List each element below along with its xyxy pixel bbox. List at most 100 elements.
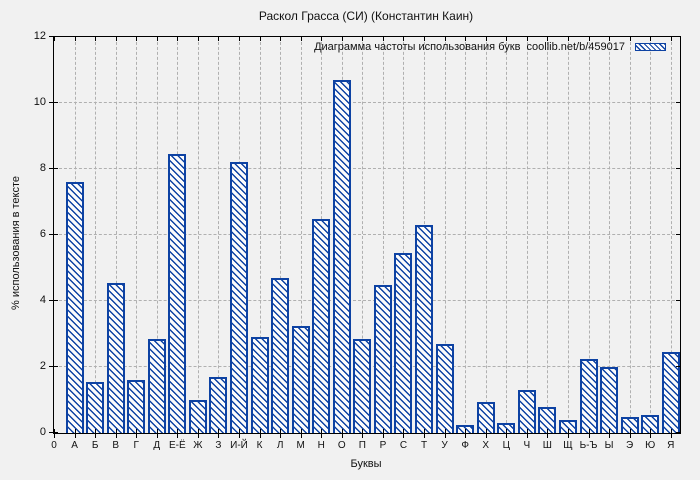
x-tick-label: Щ [563, 440, 573, 451]
x-tick-label: Ф [461, 440, 469, 451]
frequency-bar [476, 401, 495, 433]
x-gridline [115, 37, 117, 433]
x-tick-label: Ж [193, 440, 203, 451]
x-tick-top [650, 37, 652, 41]
y-tick-left [49, 36, 58, 37]
x-gridline [567, 37, 569, 433]
x-tick-bottom [239, 429, 241, 438]
x-tick-top [382, 37, 384, 41]
frequency-bar [147, 338, 166, 433]
x-gridline [526, 37, 528, 433]
x-tick-bottom [54, 429, 55, 438]
x-tick-label: Т [420, 440, 428, 451]
frequency-bar [106, 282, 125, 433]
x-gridline [197, 37, 199, 433]
x-gridline [588, 37, 590, 433]
x-tick-bottom [567, 429, 569, 438]
x-tick-bottom [280, 429, 282, 438]
x-tick-label: С [399, 440, 408, 451]
x-tick-top [588, 37, 590, 41]
x-gridline [403, 37, 405, 433]
x-tick-top [136, 37, 138, 41]
x-tick-bottom [74, 429, 76, 438]
frequency-bar [394, 253, 413, 433]
x-tick-top [403, 37, 405, 41]
x-gridline [95, 37, 97, 433]
x-gridline [609, 37, 611, 433]
frequency-bar [517, 390, 536, 433]
y-tick-left [49, 102, 58, 103]
x-tick-top [218, 37, 220, 41]
plot-area: Диаграмма частоты использования букв coo… [34, 30, 681, 451]
x-tick-bottom [177, 429, 179, 438]
x-tick-label: Ш [542, 440, 552, 451]
y-tick-left [49, 366, 58, 367]
y-tick-right [676, 102, 680, 103]
x-tick-top [280, 37, 282, 41]
x-tick-top [609, 37, 611, 41]
frequency-bar [86, 381, 105, 433]
x-tick-top [197, 37, 199, 41]
x-gridline [300, 37, 302, 433]
y-tick-right [676, 432, 680, 433]
x-tick-label: Ц [502, 440, 510, 451]
x-tick-bottom [321, 429, 323, 438]
x-tick-bottom [609, 429, 611, 438]
y-tick-left [49, 234, 58, 235]
x-tick-label: Ы [604, 440, 614, 451]
y-tick-right [676, 300, 680, 301]
y-gridline [54, 168, 680, 169]
x-tick-top [95, 37, 97, 41]
x-tick-label: Я [667, 440, 675, 451]
x-tick-label: П [358, 440, 366, 451]
x-tick-top [526, 37, 528, 41]
x-gridline [156, 37, 158, 433]
x-tick-label: Р [379, 440, 387, 451]
y-tick-label: 12 [33, 30, 46, 42]
x-tick-top [506, 37, 508, 41]
legend-hatched-swatch-icon [635, 43, 666, 51]
x-tick-top [362, 37, 364, 41]
frequency-bar [209, 376, 228, 433]
x-tick-bottom [465, 429, 467, 438]
frequency-bar [558, 419, 577, 433]
x-gridline [382, 37, 384, 433]
y-gridline [54, 102, 680, 103]
x-tick-bottom [197, 429, 199, 438]
x-tick-top [424, 37, 426, 41]
x-tick-top [321, 37, 323, 41]
x-gridline [465, 37, 467, 433]
frequency-bar [456, 424, 475, 433]
x-tick-label: Е-Ё [169, 440, 186, 451]
x-gridline [259, 37, 261, 433]
frequency-bar [188, 400, 207, 433]
x-tick-label: Л [276, 440, 284, 451]
frequency-bar [497, 423, 516, 433]
y-tick-left [49, 300, 58, 301]
x-tick-bottom [218, 429, 220, 438]
x-tick-bottom [115, 429, 117, 438]
x-tick-label: О [337, 440, 346, 451]
x-tick-label: Д [153, 440, 161, 451]
x-tick-bottom [300, 429, 302, 438]
frequency-bar [168, 154, 187, 433]
x-tick-label: Э [626, 440, 634, 451]
frequency-bar [127, 380, 146, 433]
x-gridline [670, 37, 672, 433]
x-tick-top [259, 37, 261, 41]
x-tick-bottom [444, 429, 446, 438]
x-tick-top [444, 37, 446, 41]
y-tick-left [49, 168, 58, 169]
frequency-bar [600, 367, 619, 433]
x-tick-label: Б [91, 440, 99, 451]
x-tick-bottom [341, 429, 343, 438]
x-tick-bottom [259, 429, 261, 438]
y-tick-label: 10 [33, 96, 46, 108]
frequency-bar [373, 284, 392, 433]
x-tick-top [115, 37, 117, 41]
x-gridline [444, 37, 446, 433]
x-tick-label: И-Й [230, 440, 248, 451]
x-tick-label: Н [317, 440, 325, 451]
x-tick-bottom [629, 429, 631, 438]
